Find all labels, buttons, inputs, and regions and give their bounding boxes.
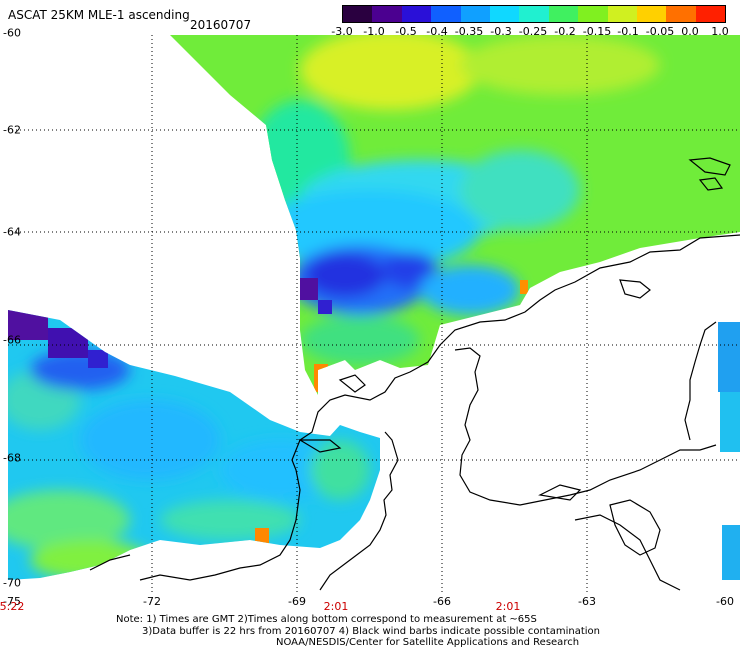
y-axis-label: -66 [3,333,21,347]
y-axis-label: -64 [3,225,21,239]
time-label: 5:22 [0,600,25,613]
colorbar-label: 1.0 [711,25,729,38]
colorbar-label: -0.4 [426,25,448,38]
colorbar-label: -0.3 [490,25,512,38]
colorbar-label: -0.1 [617,25,639,38]
time-label: 2:01 [495,600,521,613]
y-axis-label: -62 [3,123,21,137]
colorbar-label: -3.0 [331,25,353,38]
x-axis-label: -69 [288,595,306,608]
colorbar-label: -0.35 [454,25,484,38]
colorbar-label: -0.05 [645,25,675,38]
colorbar-label: -0.15 [582,25,612,38]
x-axis-label: -75 [3,595,21,608]
note-line-3: NOAA/NESDIS/Center for Satellite Applica… [276,637,580,648]
y-axis-label: -70 [3,576,21,590]
colorbar-segment [489,6,520,22]
colorbar-segment [460,6,490,22]
right-swath [718,322,740,392]
colorbar-segment [636,6,667,22]
time-label: 2:01 [323,600,349,613]
colorbar-segment [666,6,696,22]
colorbar-label: -1.0 [363,25,385,38]
colorbar-segment [343,6,373,22]
colorbar-label: -0.25 [518,25,548,38]
x-axis-label: -63 [578,595,596,608]
right-swath [720,392,740,452]
colorbar-label: 0.0 [681,25,699,38]
grid [8,35,740,592]
colorbar-segment [548,6,579,22]
colorbar-label: -0.2 [554,25,576,38]
y-axis-label: -68 [3,451,21,465]
colorbar-label: -0.5 [395,25,417,38]
map-title: ASCAT 25KM MLE-1 ascending [8,8,190,22]
colorbar-segment [519,6,549,22]
colorbar-segment [372,6,402,22]
x-axis-label: -60 [716,595,734,608]
colorbar-segment [578,6,608,22]
coastline [89,157,740,591]
note-line-1: Note: 1) Times are GMT 2)Times along bot… [116,614,537,625]
colorbar-segment [607,6,637,22]
right-swath [722,525,740,580]
colorbar [342,5,726,23]
colorbar-segment [695,6,726,22]
note-line-2: 3)Data buffer is 22 hrs from 20160707 4)… [142,626,600,637]
y-axis-label: -60 [3,26,21,40]
colorbar-segment [401,6,432,22]
map-date: 20160707 [190,18,252,32]
x-axis-label: -66 [433,595,451,608]
colorbar-segment [431,6,461,22]
x-axis-label: -72 [143,595,161,608]
upper-swath [170,35,740,395]
